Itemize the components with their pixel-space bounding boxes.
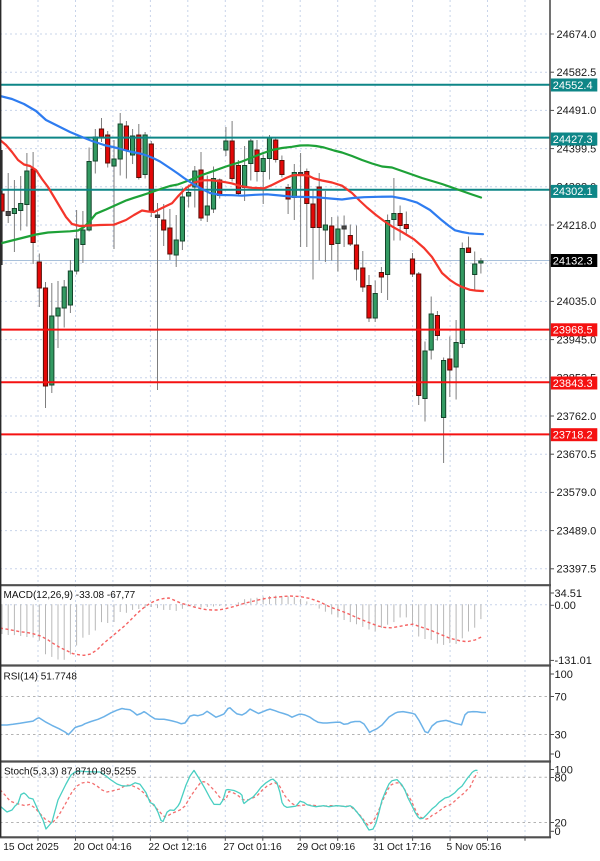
svg-text:20: 20: [555, 817, 567, 829]
svg-text:30: 30: [555, 729, 567, 741]
svg-text:MACD(12,26,9) -33.08 -67,77: MACD(12,26,9) -33.08 -67,77: [4, 590, 136, 601]
svg-text:22 Oct 12:16: 22 Oct 12:16: [148, 842, 207, 853]
svg-text:27 Oct 01:16: 27 Oct 01:16: [223, 842, 282, 853]
svg-text:23843.3: 23843.3: [553, 378, 593, 390]
svg-text:31 Oct 17:16: 31 Oct 17:16: [373, 842, 432, 853]
svg-text:70: 70: [555, 691, 567, 703]
svg-text:24132.3: 24132.3: [553, 255, 593, 267]
svg-text:24302.1: 24302.1: [553, 186, 593, 198]
svg-text:20 Oct 04:16: 20 Oct 04:16: [73, 842, 132, 853]
svg-text:24035.0: 24035.0: [557, 296, 597, 308]
svg-text:-131.01: -131.01: [555, 655, 592, 667]
svg-text:24399.5: 24399.5: [557, 143, 597, 155]
svg-text:23968.5: 23968.5: [553, 325, 593, 337]
svg-text:RSI(14) 51.7748: RSI(14) 51.7748: [4, 672, 78, 683]
svg-text:23945.0: 23945.0: [557, 334, 597, 346]
svg-text:23762.0: 23762.0: [557, 411, 597, 423]
svg-text:24552.4: 24552.4: [553, 80, 593, 92]
svg-text:5 Nov 05:16: 5 Nov 05:16: [447, 842, 502, 853]
svg-text:24582.5: 24582.5: [557, 67, 597, 79]
svg-text:34.51: 34.51: [555, 588, 583, 600]
svg-text:29 Oct 09:16: 29 Oct 09:16: [297, 842, 356, 853]
svg-text:80: 80: [555, 772, 567, 784]
svg-text:24218.0: 24218.0: [557, 220, 597, 232]
svg-text:0: 0: [555, 826, 561, 838]
svg-text:24674.0: 24674.0: [557, 29, 597, 41]
svg-text:23670.5: 23670.5: [557, 449, 597, 461]
svg-text:0: 0: [555, 749, 561, 761]
svg-text:Stoch(5,3,3) 87,8710 89,5255: Stoch(5,3,3) 87,8710 89,5255: [4, 767, 137, 778]
svg-text:24427.3: 24427.3: [553, 134, 593, 146]
svg-text:23397.5: 23397.5: [557, 564, 597, 576]
svg-text:100: 100: [555, 669, 573, 681]
svg-text:23489.0: 23489.0: [557, 525, 597, 537]
svg-text:0.00: 0.00: [555, 600, 576, 612]
svg-text:23579.0: 23579.0: [557, 487, 597, 499]
svg-text:24491.0: 24491.0: [557, 105, 597, 117]
svg-text:23718.2: 23718.2: [553, 430, 593, 442]
svg-text:100: 100: [555, 764, 573, 776]
svg-text:15 Oct 2025: 15 Oct 2025: [3, 842, 59, 853]
